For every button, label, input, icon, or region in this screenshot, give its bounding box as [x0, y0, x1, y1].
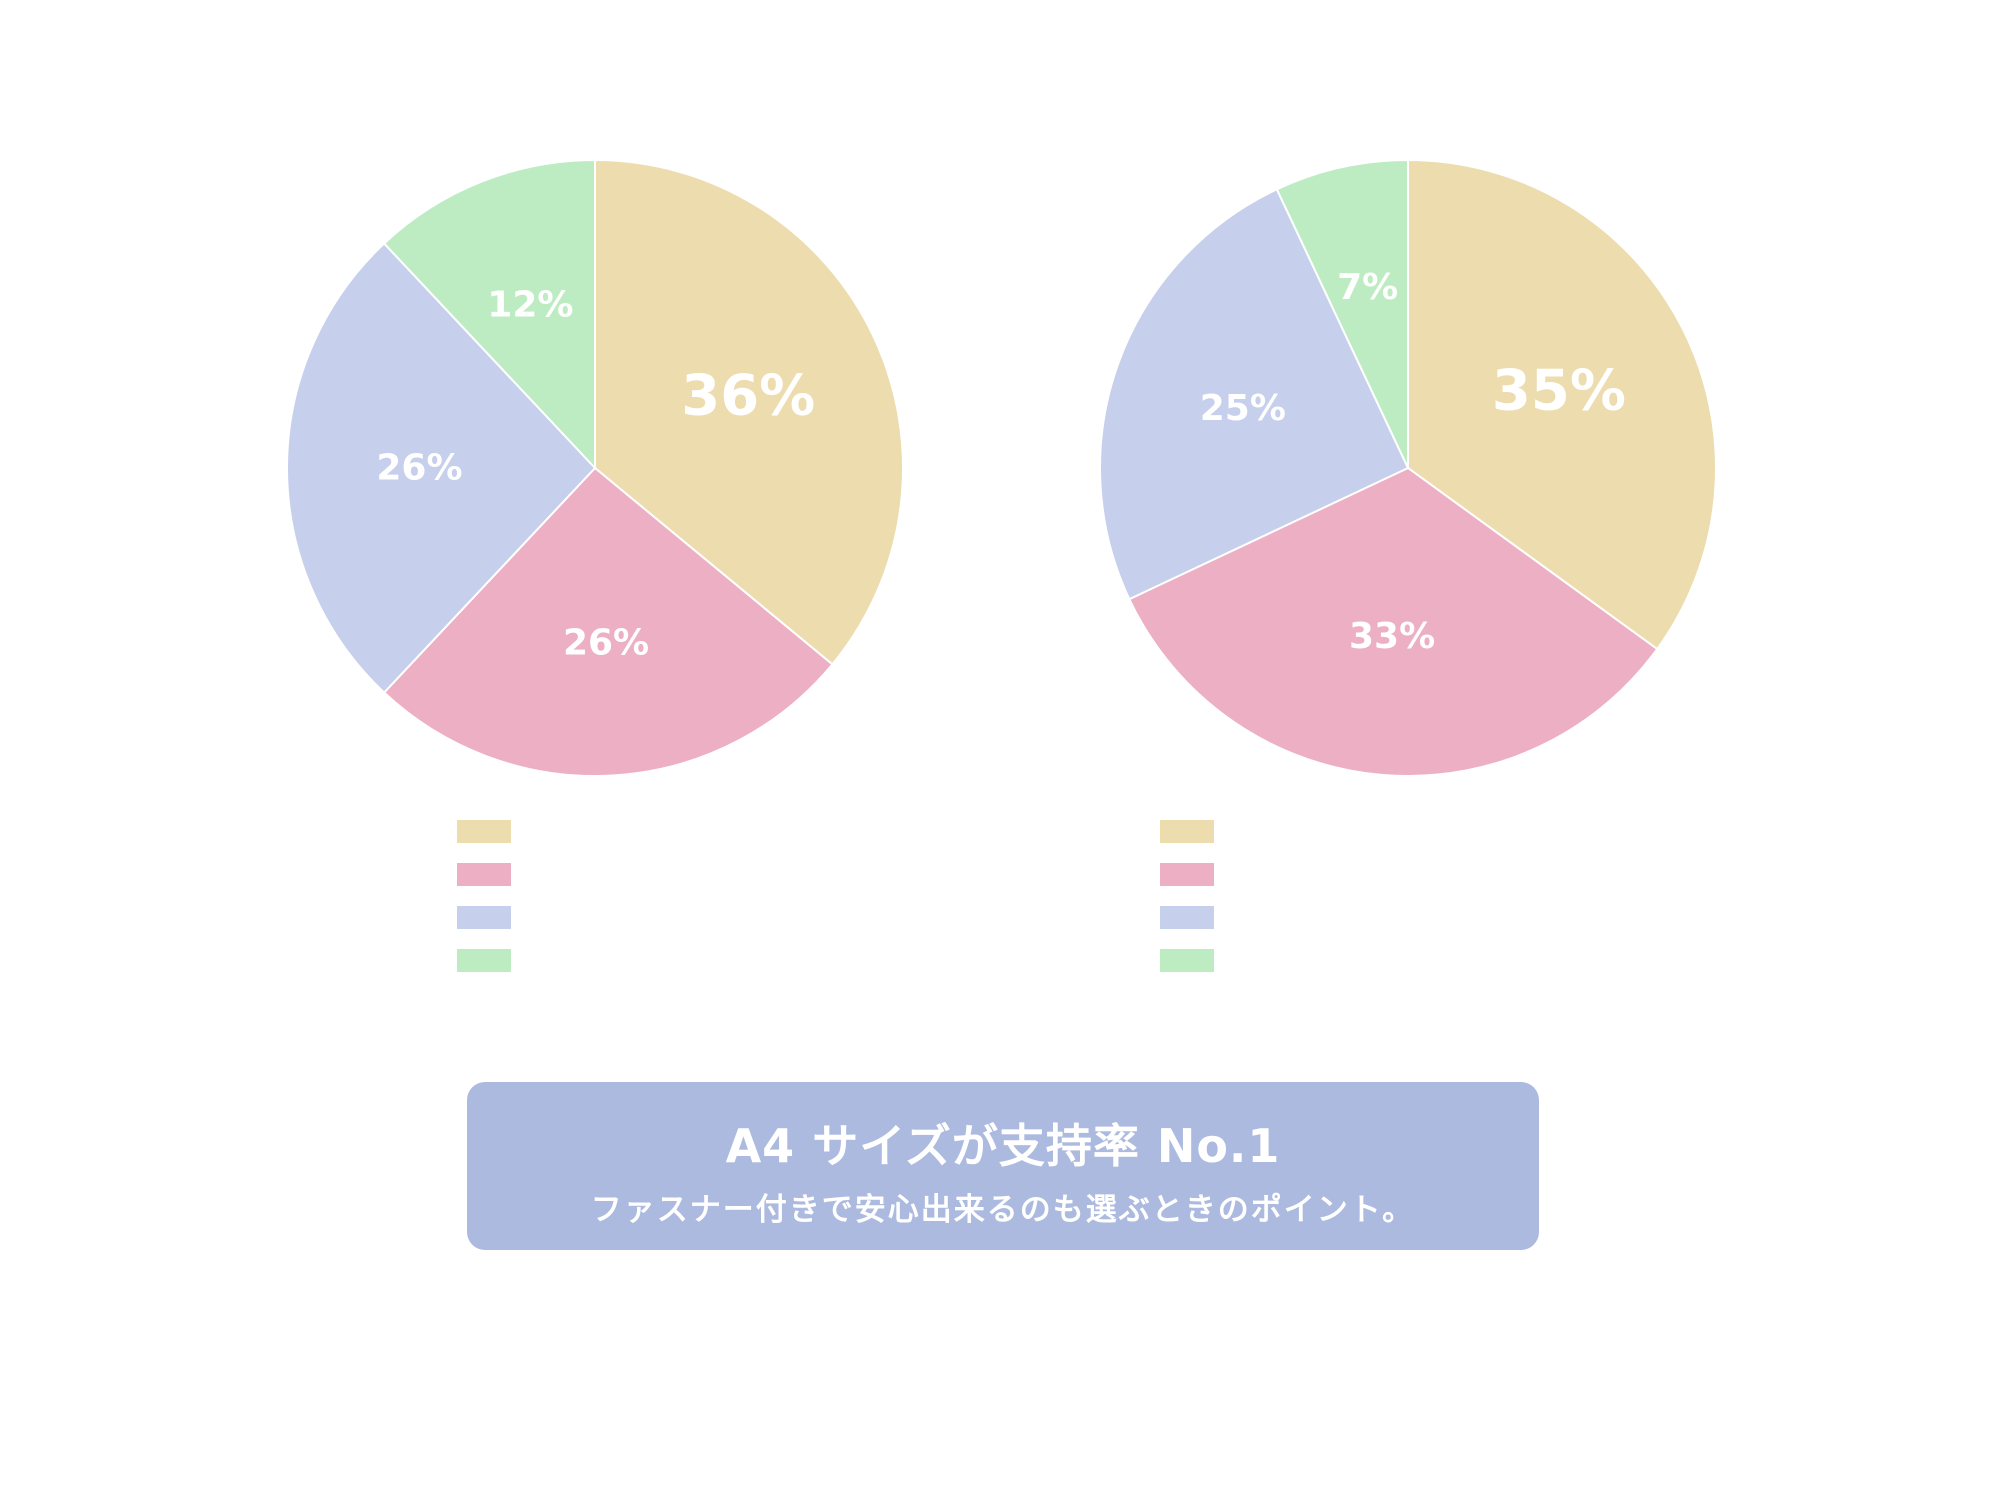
legend-2-swatch-4 [1160, 949, 1214, 972]
legend-1 [457, 820, 511, 972]
pie-chart-1: 36% 26% 26% 12% [286, 158, 904, 777]
legend-1-swatch-2 [457, 863, 511, 886]
legend-1-swatch-4 [457, 949, 511, 972]
legend-2-swatch-3 [1160, 906, 1214, 929]
pie-2-label-1: 35% [1492, 359, 1626, 424]
pie-1-label-1: 36% [681, 363, 815, 428]
legend-2 [1160, 820, 1214, 972]
pie-2-slice-2 [1127, 466, 1659, 778]
pie-chart-2: 35% 33% 25% 7% [1099, 158, 1717, 778]
pie-1-slice-3 [286, 242, 597, 694]
legend-2-swatch-2 [1160, 863, 1214, 886]
pie-1-label-2: 26% [563, 623, 649, 664]
legend-2-swatch-1 [1160, 820, 1214, 843]
pie-1-label-4: 12% [487, 284, 573, 325]
legend-1-swatch-3 [457, 906, 511, 929]
pie-2-slice-1 [1407, 158, 1717, 651]
legend-1-swatch-1 [457, 820, 511, 843]
pie-2-label-2: 33% [1349, 616, 1435, 657]
banner-title: A4 サイズが支持率 No.1 [725, 1119, 1281, 1173]
pie-1-label-3: 26% [376, 448, 462, 489]
banner-subtitle: ファスナー付きで安心出来るのも選ぶときのポイント。 [590, 1192, 1416, 1228]
pie-2-slice-3 [1099, 187, 1410, 601]
pie-1-slice-2 [382, 466, 834, 777]
pie-2-label-4: 7% [1337, 267, 1398, 308]
pie-2-label-3: 25% [1200, 388, 1286, 429]
pie-1-slice-4 [382, 158, 596, 471]
pie-1-slice-1 [594, 158, 904, 666]
summary-banner: A4 サイズが支持率 No.1 ファスナー付きで安心出来るのも選ぶときのポイント… [467, 1082, 1539, 1250]
pie-2-slice-4 [1275, 158, 1409, 469]
pie-charts: 36% 26% 26% 12% 35% 33% 25% 7% [286, 158, 1717, 972]
